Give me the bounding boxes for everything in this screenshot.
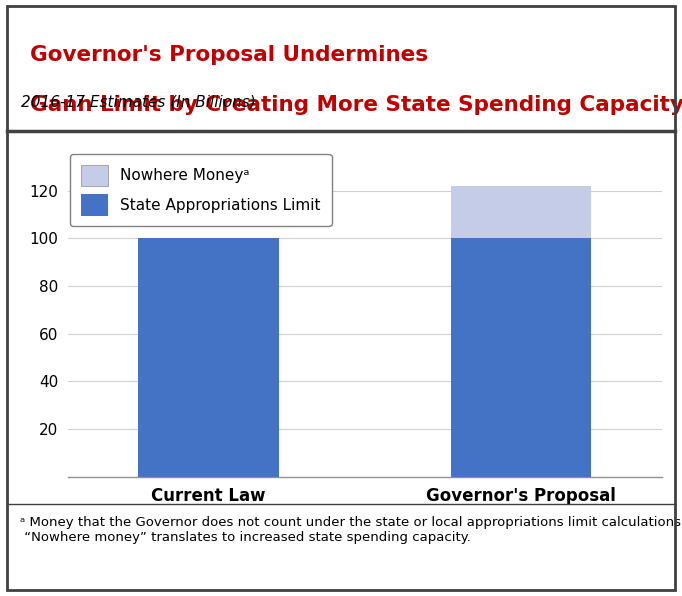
Legend: Nowhere Moneyᵃ, State Appropriations Limit: Nowhere Moneyᵃ, State Appropriations Lim… bbox=[70, 154, 331, 226]
Bar bbox=[451, 186, 591, 238]
Text: ᵃ Money that the Governor does not count under the state or local appropriations: ᵃ Money that the Governor does not count… bbox=[20, 516, 682, 544]
Text: 2016-17 Estimates (In Billions): 2016-17 Estimates (In Billions) bbox=[20, 95, 256, 110]
Bar bbox=[138, 238, 279, 477]
Text: Gann Limit by Creating More State Spending Capacity: Gann Limit by Creating More State Spendi… bbox=[30, 95, 682, 116]
Text: Governor's Proposal Undermines: Governor's Proposal Undermines bbox=[30, 45, 428, 66]
Bar bbox=[451, 238, 591, 477]
